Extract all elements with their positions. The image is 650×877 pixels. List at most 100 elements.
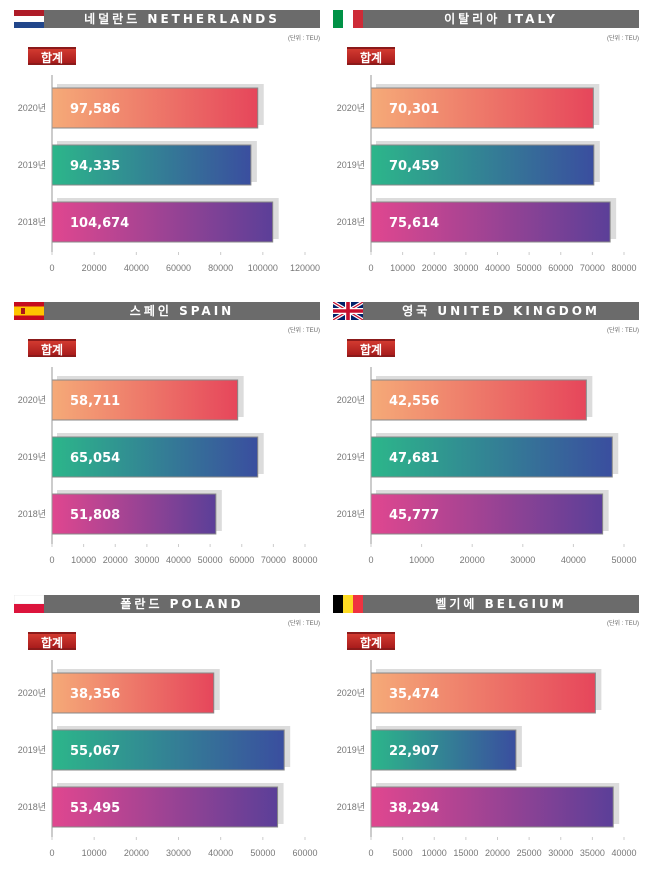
bar-chart: 70,301 2020년 70,459 2019년 75,614 2018년 0 10000 2… [337,75,637,273]
x-tick-label: 10000 [409,555,434,565]
bar-2018 [370,201,611,243]
bar-2019 [370,144,595,186]
year-label: 2019년 [337,160,365,170]
year-label: 2018년 [18,802,46,812]
year-label: 2018년 [18,509,46,519]
x-tick-label: 120000 [290,263,320,273]
x-tick-label: 80000 [208,263,233,273]
value-label: 97,586 [70,102,120,117]
bar-2019 [51,436,259,478]
x-tick-label: 0 [49,263,54,273]
chart-title: 영국 UNITED KINGDOM [363,302,639,320]
bar-chart: 38,356 2020년 55,067 2019년 53,495 2018년 0 10000 2… [18,660,318,858]
x-tick-label: 100000 [248,263,278,273]
value-label: 53,495 [70,801,120,816]
unit-label: (단위 : TEU) [606,328,639,334]
bar-2018 [51,786,279,828]
unit-label: (단위 : TEU) [287,621,320,627]
x-tick-label: 0 [368,263,373,273]
total-badge: 합계 [347,339,395,357]
x-tick-label: 15000 [453,848,478,858]
year-label: 2020년 [18,688,46,698]
x-tick-label: 30000 [453,263,478,273]
year-label: 2020년 [18,395,46,405]
total-badge: 합계 [347,47,395,65]
year-label: 2020년 [337,103,365,113]
year-label: 2018년 [337,802,365,812]
chart-panel-belgium: 벨기에 BELGIUM (단위 : TEU) 합계 35,474 2020년 22,9… [319,585,639,877]
bar-2019 [370,729,517,771]
bar-2019 [51,729,285,771]
x-tick-label: 40000 [485,263,510,273]
netherlands-flag-icon [14,10,44,28]
year-label: 2019년 [18,160,46,170]
value-label: 58,711 [70,394,120,409]
x-tick-label: 40000 [561,555,586,565]
value-label: 47,681 [389,451,439,466]
chart-title: 이탈리아 ITALY [363,10,639,28]
poland-flag-icon [14,595,44,613]
value-label: 55,067 [70,744,120,759]
year-label: 2020년 [18,103,46,113]
x-tick-label: 5000 [393,848,413,858]
x-tick-label: 50000 [517,263,542,273]
value-label: 104,674 [70,216,129,231]
x-tick-label: 10000 [390,263,415,273]
chart-title: 스페인 SPAIN [44,302,320,320]
total-badge: 합계 [347,632,395,650]
unit-label: (단위 : TEU) [287,36,320,42]
bar-chart: 97,586 2020년 94,335 2019년 104,674 2018년 0 20000… [18,75,320,273]
x-tick-label: 0 [49,555,54,565]
bar-2018 [370,493,604,535]
x-tick-label: 10000 [82,848,107,858]
chart-title: 폴란드 POLAND [44,595,320,613]
x-tick-label: 30000 [548,848,573,858]
uk-flag-icon [333,302,363,320]
value-label: 65,054 [70,451,120,466]
value-label: 45,777 [389,508,439,523]
x-tick-label: 0 [368,555,373,565]
x-tick-label: 80000 [292,555,317,565]
value-label: 38,294 [389,801,439,816]
bar-2020 [51,379,239,421]
value-label: 70,459 [389,159,439,174]
unit-label: (단위 : TEU) [606,621,639,627]
value-label: 75,614 [389,216,439,231]
x-tick-label: 30000 [166,848,191,858]
chart-panel-poland: 폴란드 POLAND (단위 : TEU) 합계 38,356 2020년 55,06… [0,585,320,877]
x-tick-label: 20000 [422,263,447,273]
total-badge: 합계 [28,339,76,357]
spain-flag-icon [14,302,44,320]
chart-panel-netherlands: 네덜란드 NETHERLANDS (단위 : TEU) 합계 97,586 2020… [0,0,320,292]
year-label: 2019년 [337,745,365,755]
chart-panel-spain: 스페인 SPAIN (단위 : TEU) 합계 58,711 2020년 65,054… [0,292,320,584]
total-badge: 합계 [28,632,76,650]
x-tick-label: 60000 [292,848,317,858]
year-label: 2018년 [337,509,365,519]
chart-panel-italy: 이탈리아 ITALY (단위 : TEU) 합계 70,301 2020년 70,45… [319,0,639,292]
value-label: 70,301 [389,102,439,117]
bar-2020 [370,672,596,714]
value-label: 51,808 [70,508,120,523]
bar-2018 [370,786,614,828]
value-label: 42,556 [389,394,439,409]
x-tick-label: 40000 [166,555,191,565]
x-tick-label: 10000 [71,555,96,565]
year-label: 2019년 [18,452,46,462]
value-label: 94,335 [70,159,120,174]
x-tick-label: 30000 [134,555,159,565]
x-tick-label: 25000 [517,848,542,858]
x-tick-label: 70000 [261,555,286,565]
year-label: 2018년 [18,217,46,227]
total-badge: 합계 [28,47,76,65]
unit-label: (단위 : TEU) [606,36,639,42]
x-tick-label: 60000 [229,555,254,565]
bar-chart: 42,556 2020년 47,681 2019년 45,777 2018년 0 10000 2… [337,367,637,565]
bar-chart: 35,474 2020년 22,907 2019년 38,294 2018년 0 5000 10… [337,660,637,858]
bar-2020 [51,87,259,129]
year-label: 2020년 [337,395,365,405]
x-tick-label: 40000 [124,263,149,273]
x-tick-label: 20000 [82,263,107,273]
x-tick-label: 0 [368,848,373,858]
x-tick-label: 10000 [422,848,447,858]
